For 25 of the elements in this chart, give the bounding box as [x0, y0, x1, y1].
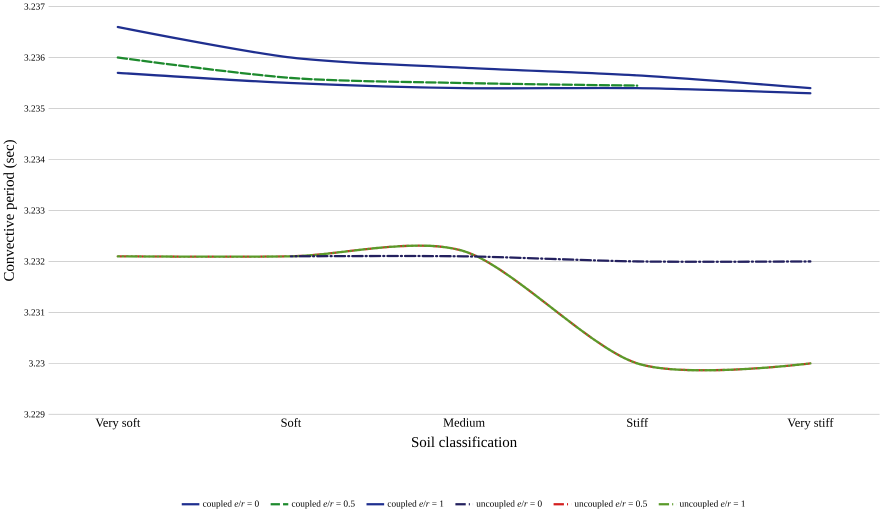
- legend-label: uncoupled e/r = 1: [680, 500, 745, 508]
- y-tick-label: 3.234: [24, 156, 45, 162]
- x-tick-label: Stiff: [627, 418, 648, 427]
- line-series: [116, 72, 812, 94]
- y-tick-label: 3.232: [24, 258, 44, 264]
- y-tick-label: 3.229: [24, 411, 45, 418]
- x-axis-title: Soil classification: [412, 436, 517, 447]
- legend-label: uncoupled e/r = 0: [476, 500, 542, 508]
- line-series: [116, 26, 812, 90]
- legend-label: coupled e/r = 1: [388, 500, 444, 508]
- legend-label: coupled e/r = 0.5: [292, 500, 355, 508]
- y-tick-label: 3.233: [24, 207, 45, 214]
- y-tick-label: 3.231: [24, 309, 44, 316]
- y-tick-label: 3.235: [24, 105, 45, 112]
- x-tick-label: Soft: [281, 418, 302, 427]
- x-tick-label: Very stiff: [787, 418, 834, 430]
- y-axis-title: Convective period (sec): [3, 140, 17, 281]
- line-series: [116, 56, 638, 87]
- legend-label: coupled e/r = 0: [202, 500, 259, 508]
- y-tick-label: 3.236: [24, 54, 45, 61]
- y-tick-label: 3.237: [24, 3, 45, 10]
- y-tick-label: 3.23: [29, 360, 45, 366]
- legend-label: uncoupled e/r = 0.5: [574, 500, 647, 508]
- x-tick-label: Very soft: [95, 418, 140, 430]
- x-tick-label: Medium: [443, 418, 485, 427]
